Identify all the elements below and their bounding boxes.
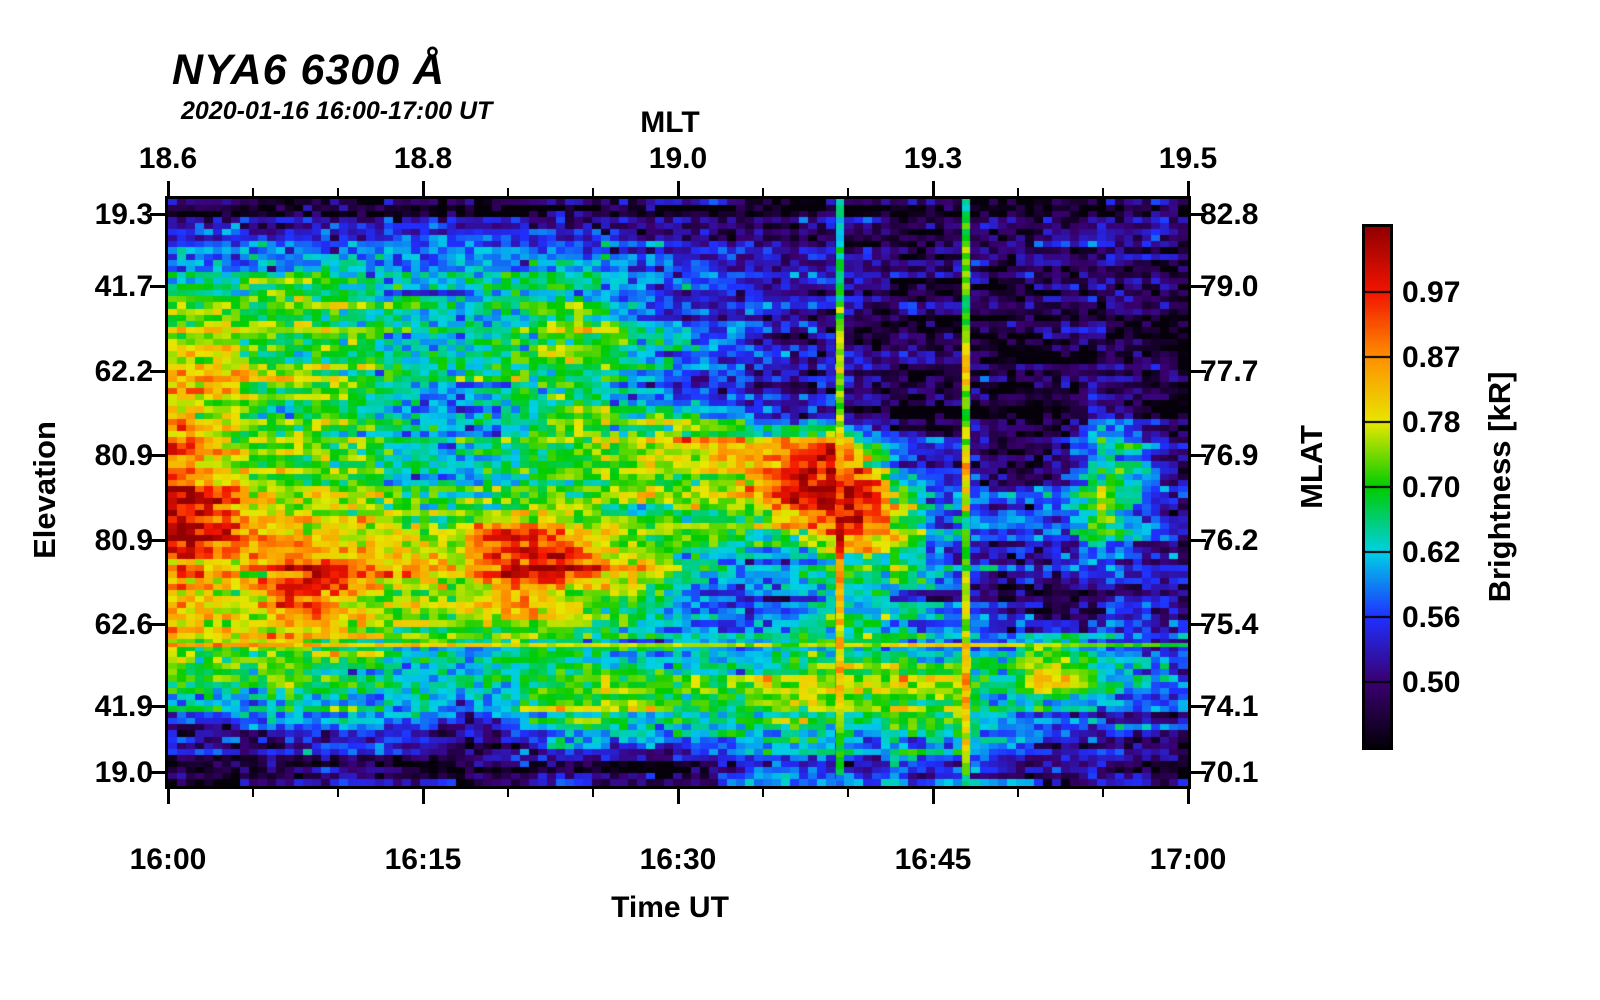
left-tick — [150, 213, 165, 217]
colorbar-tick-label: 0.78 — [1402, 406, 1461, 439]
top-axis-title: MLT — [640, 106, 700, 139]
right-tick — [1191, 705, 1206, 709]
bottom-major-tick — [932, 789, 935, 804]
page-title: NYA6 6300 Å — [172, 46, 446, 94]
right-tick — [1191, 453, 1206, 457]
left-tick-label: 62.2 — [94, 354, 153, 388]
bottom-minor-tick — [592, 789, 594, 797]
top-major-tick — [1187, 181, 1190, 196]
top-tick-label: 19.5 — [1158, 142, 1218, 175]
x-axis-title: Time UT — [611, 891, 729, 924]
right-tick-label: 74.1 — [1200, 690, 1259, 724]
top-major-tick — [677, 181, 680, 196]
heatmap-canvas — [168, 199, 1188, 786]
left-tick-label: 19.3 — [94, 198, 153, 232]
right-tick — [1191, 213, 1206, 217]
bottom-major-tick — [167, 789, 170, 804]
bottom-tick-label: 16:45 — [894, 843, 972, 876]
subtitle-date-range: 2020-01-16 16:00-17:00 UT — [181, 97, 493, 125]
right-tick-label: 77.7 — [1200, 354, 1259, 388]
top-major-tick — [167, 181, 170, 196]
left-tick — [150, 539, 165, 543]
bottom-minor-tick — [847, 789, 849, 797]
colorbar-tick-label: 0.97 — [1402, 276, 1461, 309]
top-tick-label: 19.3 — [903, 142, 963, 175]
left-tick — [150, 284, 165, 288]
bottom-tick-label: 17:00 — [1149, 843, 1227, 876]
colorbar-tick-label: 0.62 — [1402, 536, 1461, 569]
left-tick — [150, 453, 165, 457]
bottom-major-tick — [1187, 789, 1190, 804]
bottom-minor-tick — [507, 789, 509, 797]
top-tick-label: 18.6 — [138, 142, 198, 175]
right-tick-label: 82.8 — [1200, 198, 1259, 232]
right-tick-label: 79.0 — [1200, 269, 1259, 303]
left-tick-label: 80.9 — [94, 524, 153, 558]
right-tick-label: 75.4 — [1200, 607, 1259, 641]
top-tick-label: 18.8 — [393, 142, 453, 175]
colorbar-canvas — [1365, 227, 1390, 747]
colorbar-tick-label: 0.70 — [1402, 471, 1461, 504]
top-minor-tick — [337, 188, 339, 196]
left-tick-label: 19.0 — [94, 755, 153, 789]
bottom-minor-tick — [1102, 789, 1104, 797]
left-tick-label: 80.9 — [94, 438, 153, 472]
left-tick — [150, 770, 165, 774]
plot-frame — [165, 196, 1191, 789]
right-tick — [1191, 770, 1206, 774]
bottom-minor-tick — [337, 789, 339, 797]
right-tick-label: 76.9 — [1200, 438, 1259, 472]
top-minor-tick — [1017, 188, 1019, 196]
colorbar-frame — [1362, 224, 1393, 750]
colorbar-tick-label: 0.56 — [1402, 601, 1461, 634]
bottom-minor-tick — [252, 789, 254, 797]
right-tick-label: 70.1 — [1200, 755, 1259, 789]
left-tick-label: 41.9 — [94, 690, 153, 724]
top-tick-label: 19.0 — [648, 142, 708, 175]
bottom-tick-label: 16:15 — [384, 843, 462, 876]
top-major-tick — [422, 181, 425, 196]
top-minor-tick — [507, 188, 509, 196]
left-tick-label: 41.7 — [94, 269, 153, 303]
bottom-major-tick — [422, 789, 425, 804]
right-tick-label: 76.2 — [1200, 524, 1259, 558]
top-minor-tick — [847, 188, 849, 196]
right-tick — [1191, 539, 1206, 543]
left-tick — [150, 622, 165, 626]
left-tick-label: 62.6 — [94, 607, 153, 641]
bottom-tick-label: 16:00 — [129, 843, 207, 876]
colorbar-tick-label: 0.50 — [1402, 666, 1461, 699]
bottom-major-tick — [677, 789, 680, 804]
left-tick — [150, 705, 165, 709]
bottom-minor-tick — [1017, 789, 1019, 797]
right-tick — [1191, 284, 1206, 288]
bottom-minor-tick — [762, 789, 764, 797]
top-minor-tick — [592, 188, 594, 196]
top-minor-tick — [252, 188, 254, 196]
left-tick — [150, 369, 165, 373]
right-tick — [1191, 622, 1206, 626]
top-minor-tick — [1102, 188, 1104, 196]
bottom-tick-label: 16:30 — [639, 843, 717, 876]
top-major-tick — [932, 181, 935, 196]
colorbar-tick-label: 0.87 — [1402, 341, 1461, 374]
right-tick — [1191, 369, 1206, 373]
top-minor-tick — [762, 188, 764, 196]
